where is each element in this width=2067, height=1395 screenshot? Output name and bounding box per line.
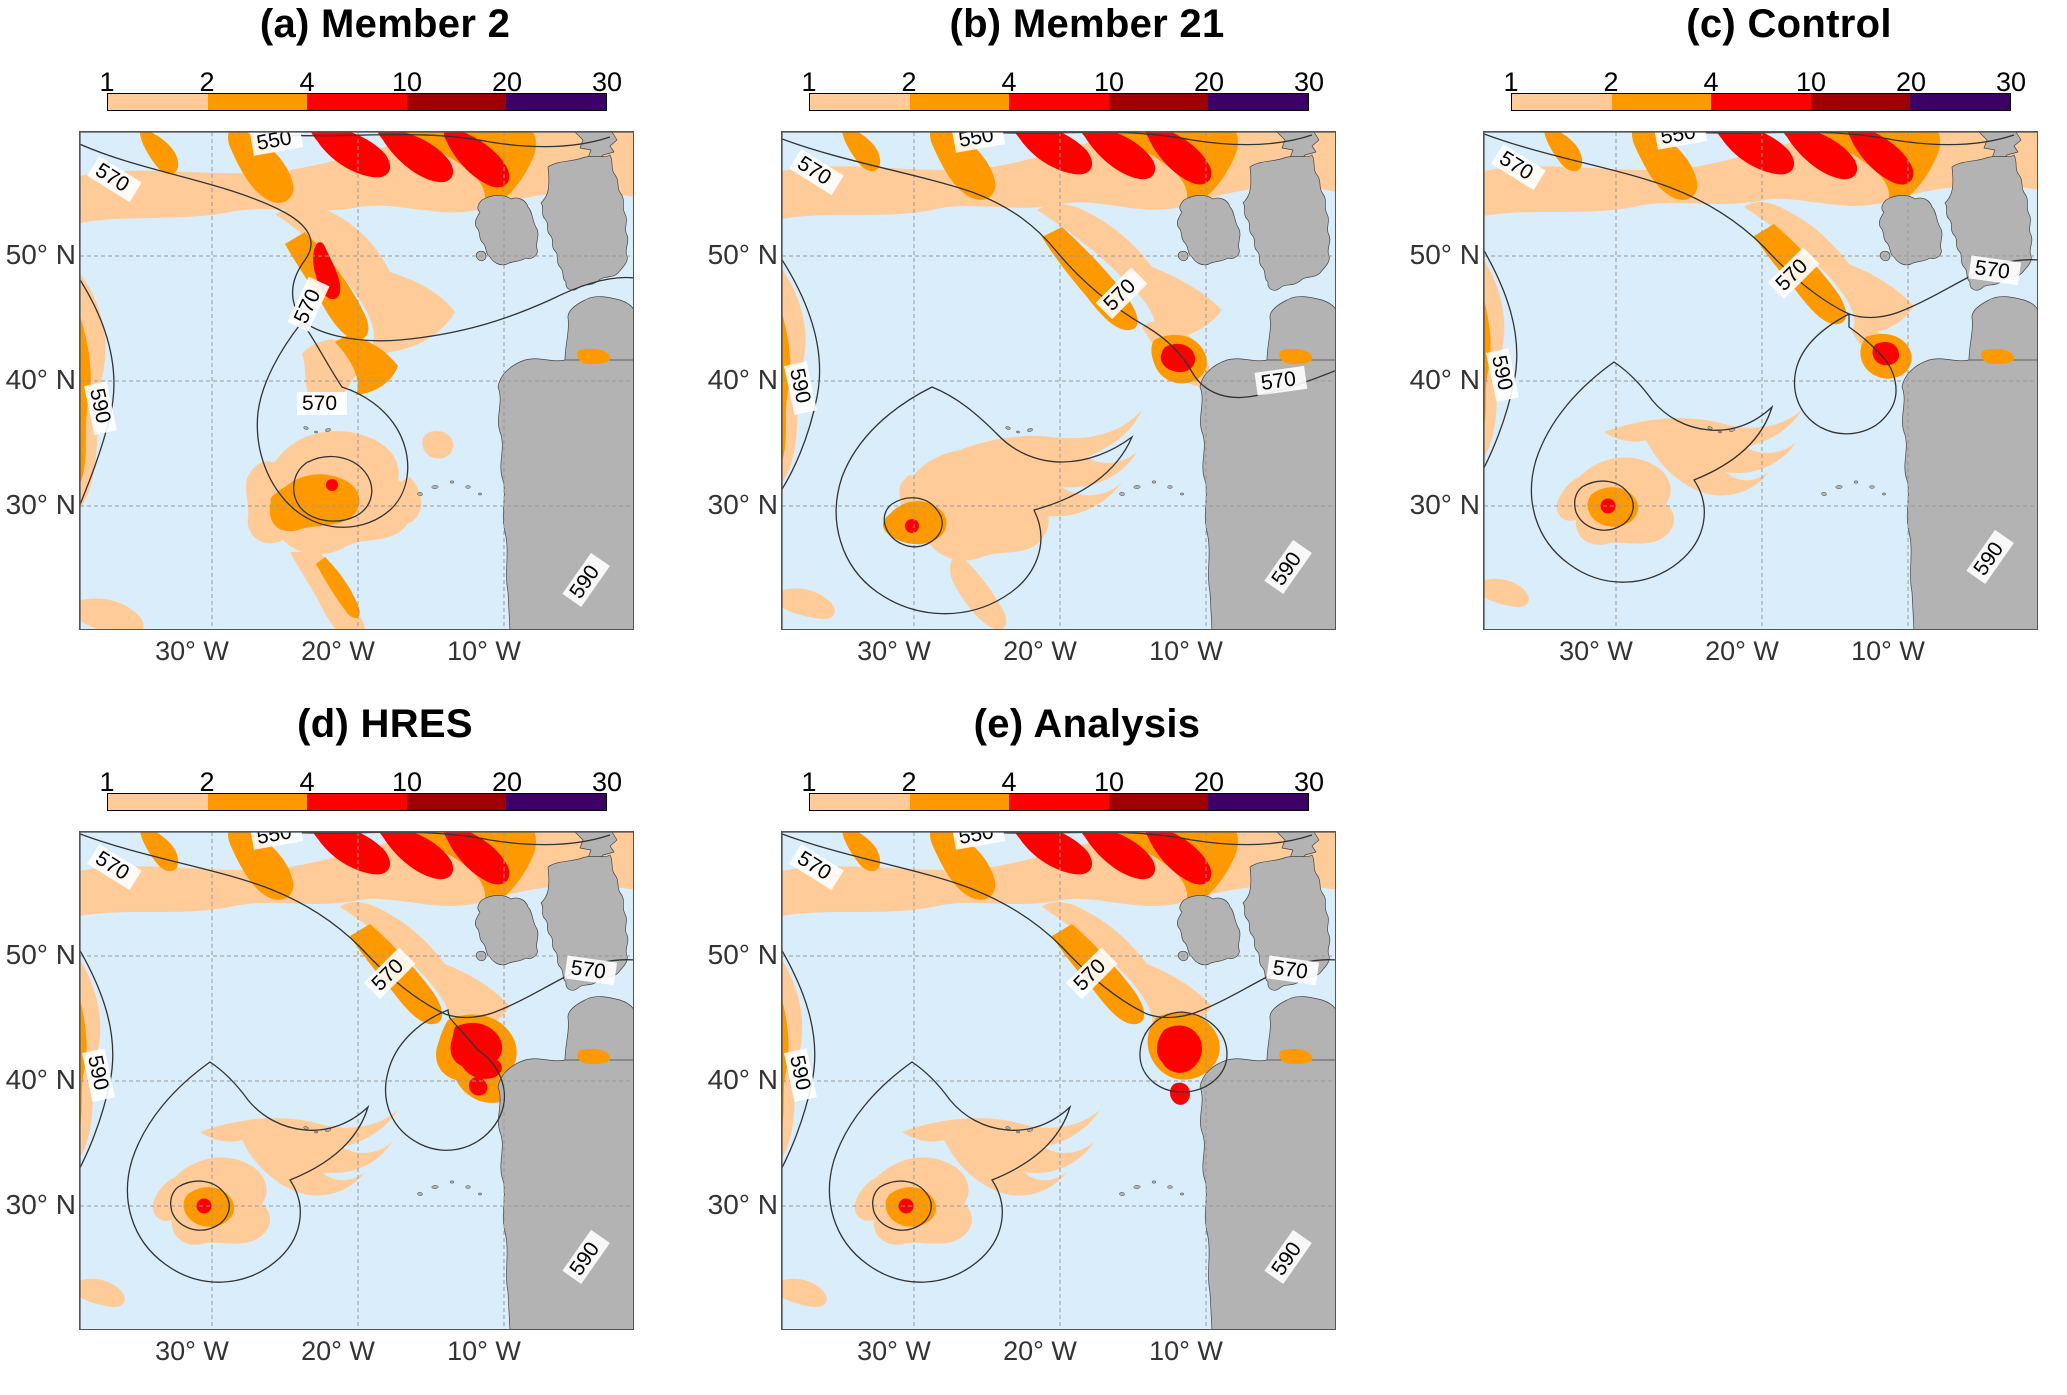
svg-text:570: 570 (1271, 956, 1309, 984)
svg-text:570: 570 (1973, 256, 2011, 284)
svg-text:570: 570 (302, 392, 337, 415)
svg-text:570: 570 (1259, 367, 1297, 395)
svg-text:570: 570 (569, 956, 607, 984)
